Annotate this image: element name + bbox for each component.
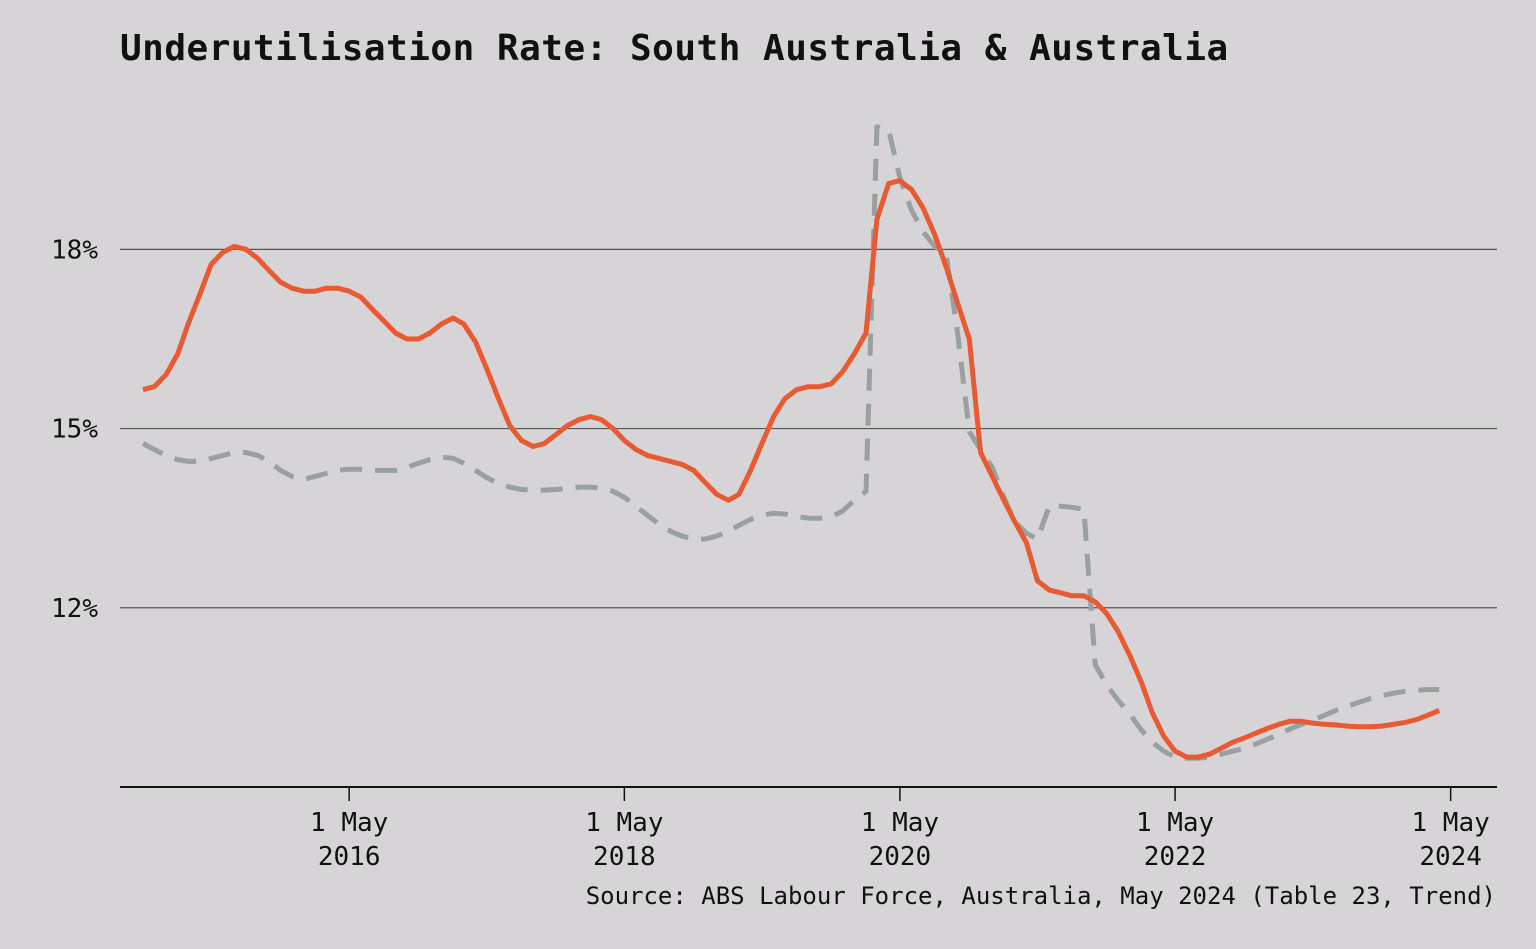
- series-line-dashed: [141, 124, 1440, 761]
- x-tick-label: 1 May: [1136, 808, 1214, 838]
- x-tick-label: 2020: [869, 842, 932, 872]
- y-tick-label: 12%: [51, 594, 98, 624]
- x-axis-tick-labels: 1 May 2016 1 May 2018 1 May 2020 1 May 2022 1 Ma…: [310, 787, 1490, 872]
- source-note: Source: ABS Labour Force, Australia, May…: [585, 882, 1496, 910]
- y-tick-label: 15%: [51, 415, 98, 445]
- data-series: [141, 124, 1441, 761]
- y-axis-tick-labels: 12% 15% 18%: [51, 235, 98, 623]
- chart-title: Underutilisation Rate: South Australia &…: [120, 28, 1229, 69]
- x-tick-label: 2018: [593, 842, 656, 872]
- x-tick-label: 1 May: [585, 808, 663, 838]
- x-tick-label: 1 May: [861, 808, 939, 838]
- series-line-solid: [142, 178, 1441, 760]
- x-tick-label: 2016: [318, 842, 381, 872]
- x-tick-label: 1 May: [310, 808, 388, 838]
- y-tick-label: 18%: [51, 235, 98, 265]
- gridlines: [120, 248, 1497, 609]
- x-tick-label: 2024: [1419, 842, 1482, 872]
- x-tick-label: 2022: [1144, 842, 1207, 872]
- x-tick-label: 1 May: [1411, 808, 1489, 838]
